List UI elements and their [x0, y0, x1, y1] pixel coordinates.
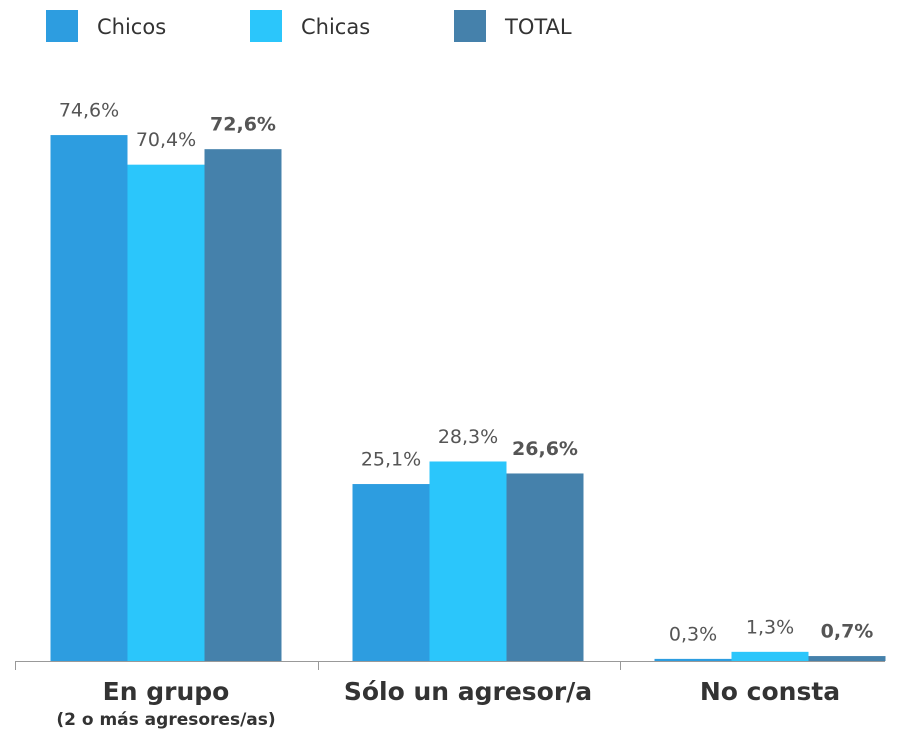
legend-label: TOTAL	[504, 15, 572, 39]
legend-swatch	[250, 10, 282, 42]
bar	[204, 149, 282, 662]
x-tick-label: Sólo un agresor/a	[344, 677, 592, 706]
bar	[429, 461, 507, 661]
bar	[808, 656, 886, 661]
bar	[731, 651, 809, 661]
x-tick-label: No consta	[700, 677, 840, 706]
legend-swatch	[454, 10, 486, 42]
legend-swatch	[46, 10, 78, 42]
x-tick-sublabel: (2 o más agresores/as)	[56, 710, 275, 730]
bar	[352, 484, 430, 661]
data-label: 26,6%	[512, 438, 578, 460]
bar	[654, 658, 732, 661]
x-tick-label: En grupo	[103, 677, 230, 706]
bar	[50, 135, 128, 661]
legend-label: Chicas	[301, 15, 370, 39]
data-label: 72,6%	[210, 114, 276, 136]
data-label: 25,1%	[361, 449, 421, 471]
data-label: 70,4%	[136, 129, 196, 151]
legend-label: Chicos	[97, 15, 166, 39]
data-label: 28,3%	[438, 426, 498, 448]
data-label: 0,7%	[821, 621, 874, 643]
data-label: 0,3%	[669, 623, 717, 645]
bar	[506, 473, 584, 661]
bar	[127, 164, 205, 661]
data-label: 1,3%	[746, 616, 794, 638]
data-label: 74,6%	[59, 100, 119, 122]
